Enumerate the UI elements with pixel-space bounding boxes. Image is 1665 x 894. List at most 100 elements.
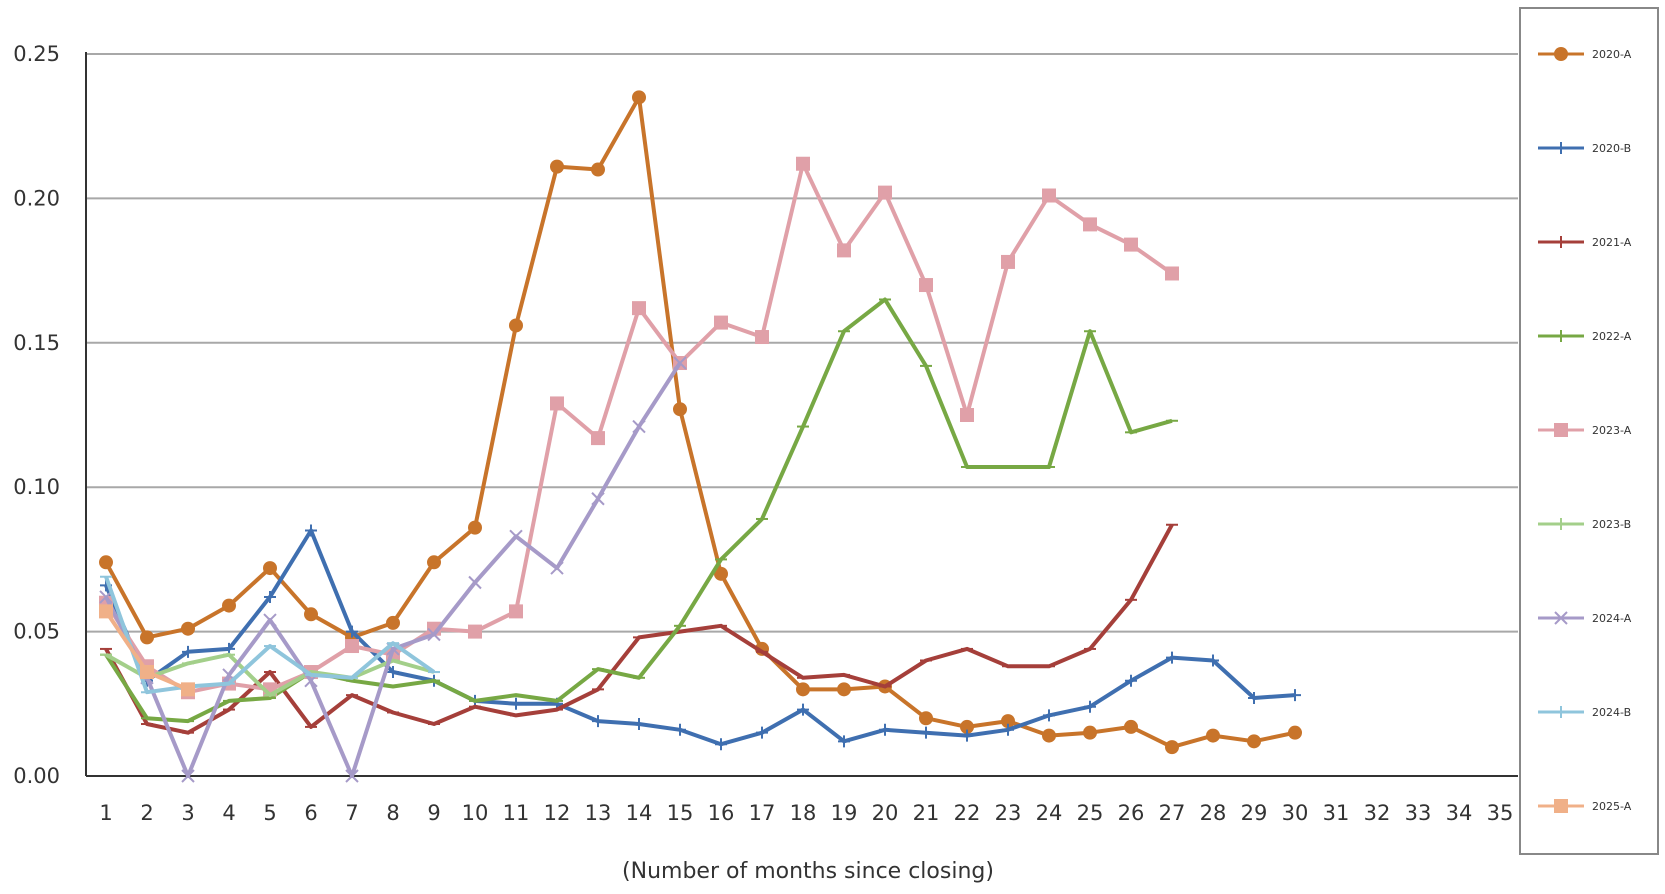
data-point-2020-B — [756, 726, 768, 739]
data-point-2023-A — [796, 156, 810, 171]
data-point-2020-A — [1247, 734, 1261, 749]
legend-entry-2020-A: 2020-A — [1538, 47, 1632, 61]
data-point-2020-A — [1083, 725, 1097, 740]
x-tick-label: 20 — [872, 801, 899, 825]
legend-marker — [1554, 423, 1568, 437]
data-point-2020-A — [140, 630, 154, 645]
x-tick-label: 34 — [1446, 801, 1473, 825]
data-point-2020-B — [1002, 723, 1014, 736]
y-tick-labels: 0.00 0.05 0.10 0.15 0.20 0.25 — [13, 42, 60, 788]
x-tick-label: 22 — [954, 801, 981, 825]
data-point-2020-A — [796, 682, 810, 697]
series-lines — [99, 90, 1302, 783]
y-tick-label: 0.10 — [13, 475, 60, 499]
x-tick-label: 10 — [462, 801, 489, 825]
x-tick-label: 13 — [585, 801, 612, 825]
axes — [85, 52, 1518, 777]
legend-marker — [1555, 236, 1567, 248]
series-line-2020-A — [104, 95, 1296, 750]
data-point-2020-A — [304, 607, 318, 622]
legend-entry-2024-B: 2024-B — [1538, 706, 1631, 719]
legend-entry-2024-A: 2024-A — [1538, 611, 1632, 625]
data-point-2024-A — [263, 613, 277, 627]
data-point-2024-A — [427, 627, 441, 642]
data-point-2023-A — [919, 278, 933, 293]
data-point-2020-A — [509, 318, 523, 333]
x-tick-label: 35 — [1487, 801, 1514, 825]
data-point-2023-A — [878, 185, 892, 200]
data-point-2023-A — [632, 301, 646, 316]
x-tick-label: 2 — [140, 801, 153, 825]
data-point-2020-A — [427, 555, 441, 570]
legend: 2020-A 2020-B 2021-A 2022-A 2023-A 2023-B 2024… — [1519, 7, 1659, 855]
x-axis-label: (Number of months since closing) — [622, 859, 994, 884]
data-point-2020-B — [1166, 651, 1178, 664]
legend-marker — [1555, 330, 1567, 342]
data-point-2020-A — [1206, 728, 1220, 743]
data-point-2020-B — [346, 625, 358, 638]
data-point-2024-A — [468, 575, 482, 590]
data-point-2020-A — [1001, 714, 1015, 729]
data-point-2024-A — [591, 492, 605, 506]
data-point-2020-A — [1288, 725, 1302, 740]
y-tick-label: 0.05 — [13, 620, 60, 644]
legend-label: 2020-B — [1592, 142, 1631, 155]
data-point-2023-A — [550, 396, 564, 411]
legend-label: 2024-B — [1592, 706, 1631, 719]
legend-marker — [1554, 799, 1568, 813]
data-point-2020-A — [181, 621, 195, 636]
x-tick-label: 16 — [708, 801, 735, 825]
data-point-2023-A — [837, 243, 851, 258]
series-2020-A — [99, 90, 1302, 755]
legend-label: 2021-A — [1592, 236, 1632, 249]
x-tick-label: 28 — [1200, 801, 1227, 825]
data-point-2024-A — [509, 529, 523, 544]
x-tick-label: 11 — [503, 801, 530, 825]
data-point-2020-B — [592, 715, 604, 728]
legend-label: 2025-A — [1592, 800, 1632, 813]
data-point-2023-A — [1042, 188, 1056, 203]
series-2025-A — [99, 604, 195, 697]
legend-label: 2022-A — [1592, 330, 1632, 343]
x-tick-label: 4 — [222, 801, 235, 825]
series-line-2022-A — [104, 297, 1173, 724]
legend-marker — [1555, 518, 1567, 530]
legend-entry-2025-A: 2025-A — [1538, 799, 1632, 813]
data-point-2020-B — [510, 697, 522, 710]
data-point-2024-A — [673, 356, 687, 370]
data-point-2024-A — [345, 769, 359, 783]
data-point-2020-B — [961, 729, 973, 742]
legend-marker — [1555, 706, 1567, 718]
data-point-2020-B — [1125, 674, 1137, 687]
y-tick-label: 0.25 — [13, 42, 60, 66]
x-tick-label: 27 — [1159, 801, 1186, 825]
y-tick-label: 0.20 — [13, 186, 60, 210]
data-point-2020-A — [99, 555, 113, 570]
x-tick-label: 23 — [995, 801, 1022, 825]
data-point-2025-A — [140, 665, 154, 680]
x-tick-label: 17 — [749, 801, 776, 825]
x-tick-label: 29 — [1241, 801, 1268, 825]
data-point-2020-A — [960, 719, 974, 734]
x-tick-label: 33 — [1405, 801, 1432, 825]
x-tick-label: 25 — [1077, 801, 1104, 825]
x-tick-label: 6 — [304, 801, 317, 825]
data-point-2020-A — [1165, 740, 1179, 755]
data-point-2020-B — [879, 723, 891, 736]
x-tick-label: 5 — [263, 801, 276, 825]
legend-entry-2022-A: 2022-A — [1538, 330, 1632, 343]
series-line-2020-B — [104, 528, 1296, 747]
data-point-2020-B — [715, 738, 727, 751]
data-point-2020-A — [1042, 728, 1056, 743]
x-tick-label: 15 — [667, 801, 694, 825]
x-tick-label: 8 — [386, 801, 399, 825]
legend-marker — [1555, 142, 1567, 154]
x-tick-label: 26 — [1118, 801, 1145, 825]
x-tick-label: 21 — [913, 801, 940, 825]
x-tick-label: 24 — [1036, 801, 1063, 825]
data-point-2023-A — [714, 315, 728, 330]
y-tick-label: 0.15 — [13, 331, 60, 355]
data-point-2020-B — [1289, 689, 1301, 702]
data-point-2020-A — [591, 162, 605, 177]
x-tick-label: 7 — [345, 801, 358, 825]
